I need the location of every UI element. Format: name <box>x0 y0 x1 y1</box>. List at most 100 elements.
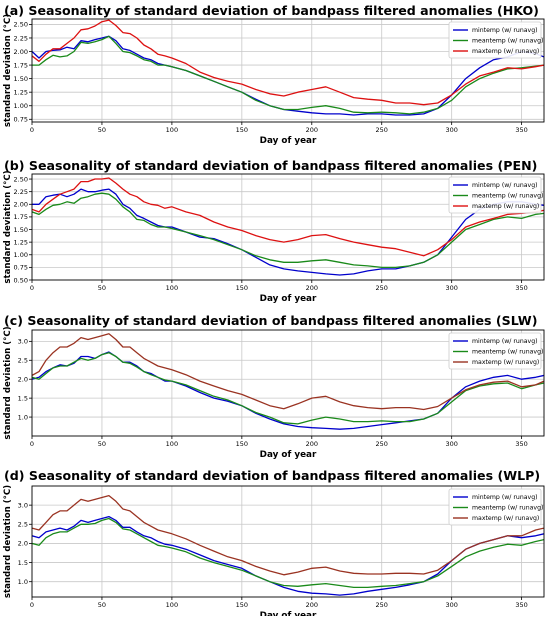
series-line-1 <box>32 35 544 115</box>
x-tick-label: 350 <box>515 126 527 134</box>
chart-panel-0: (a) Seasonality of standard deviation of… <box>3 3 545 146</box>
legend-label: mintemp (w/ runavg) <box>472 494 538 501</box>
x-tick-label: 100 <box>166 126 178 134</box>
legend-label: mintemp (w/ runavg) <box>472 27 538 34</box>
legend: mintemp (w/ runavg) meantemp (w/ runavg) m… <box>448 488 543 526</box>
y-tick-label: 1.00 <box>14 251 28 259</box>
y-tick-label: 1.0 <box>18 578 28 586</box>
series-line-1 <box>32 192 544 269</box>
x-tick-label: 350 <box>515 284 527 292</box>
x-tick-label: 0 <box>30 126 34 134</box>
y-tick-label: 2.5 <box>18 357 28 365</box>
series-line-1 <box>32 352 544 425</box>
x-axis-label: Day of year <box>260 294 317 304</box>
x-tick-label: 300 <box>445 601 457 609</box>
y-tick-label: 2.00 <box>14 201 28 209</box>
series-group <box>32 494 544 596</box>
legend: mintemp (w/ runavg) meantemp (w/ runavg) m… <box>448 176 543 214</box>
x-tick-label: 100 <box>166 284 178 292</box>
x-tick-label: 250 <box>376 126 388 134</box>
plot-frame <box>31 485 545 598</box>
y-axis-label: standard deviation (°C) <box>3 170 13 283</box>
legend-label: mintemp (w/ runavg) <box>472 338 538 345</box>
legend: mintemp (w/ runavg) meantemp (w/ runavg) m… <box>448 21 543 59</box>
series-line-2 <box>32 177 544 257</box>
y-tick-label: 0.75 <box>14 264 28 272</box>
x-tick-label: 250 <box>376 601 388 609</box>
y-tick-label: 1.0 <box>18 413 28 421</box>
plot-frame <box>31 329 545 437</box>
series-group <box>32 19 544 116</box>
x-tick-label: 50 <box>98 126 106 134</box>
x-tick-label: 200 <box>306 284 318 292</box>
y-tick-label: 2.5 <box>18 521 28 529</box>
legend-label: meantemp (w/ runavg) <box>472 505 543 512</box>
y-tick-label: 1.25 <box>14 88 28 96</box>
y-tick-label: 3.0 <box>18 338 28 346</box>
x-tick-label: 150 <box>236 126 248 134</box>
chart-title: (d) Seasonality of standard deviation of… <box>4 468 540 483</box>
y-tick-label: 2.50 <box>14 175 28 183</box>
plot-frame <box>31 18 545 123</box>
x-tick-label: 300 <box>445 126 457 134</box>
legend-box <box>448 332 542 370</box>
chart-title: (c) Seasonality of standard deviation of… <box>4 313 537 328</box>
y-axis-label: standard deviation (°C) <box>3 14 13 127</box>
legend-label: maxtemp (w/ runavg) <box>472 359 539 366</box>
legend-label: maxtemp (w/ runavg) <box>472 515 539 522</box>
x-axis-label: Day of year <box>260 136 317 146</box>
y-tick-label: 0.75 <box>14 116 28 124</box>
series-group <box>32 333 544 430</box>
legend-label: meantemp (w/ runavg) <box>472 193 543 200</box>
y-axis-label: standard deviation (°C) <box>3 485 13 598</box>
chart-panel-1: (b) Seasonality of standard deviation of… <box>3 158 545 304</box>
y-tick-label: 3.0 <box>18 501 28 509</box>
x-tick-label: 350 <box>515 601 527 609</box>
y-tick-label: 2.00 <box>14 48 28 56</box>
plot-frame <box>31 173 545 281</box>
chart-panel-2: (c) Seasonality of standard deviation of… <box>3 313 545 460</box>
x-axis-label: Day of year <box>260 611 317 616</box>
x-tick-label: 50 <box>98 440 106 448</box>
x-tick-label: 150 <box>236 440 248 448</box>
x-tick-label: 0 <box>30 440 34 448</box>
x-tick-label: 200 <box>306 601 318 609</box>
chart-title: (a) Seasonality of standard deviation of… <box>4 3 539 18</box>
x-tick-label: 300 <box>445 440 457 448</box>
series-group <box>32 177 544 276</box>
x-tick-label: 100 <box>166 440 178 448</box>
series-line-0 <box>32 515 544 596</box>
x-tick-label: 250 <box>376 284 388 292</box>
y-tick-label: 2.0 <box>18 540 28 548</box>
legend-label: maxtemp (w/ runavg) <box>472 203 539 210</box>
series-line-2 <box>32 494 544 576</box>
x-tick-label: 300 <box>445 284 457 292</box>
chart-panel-3: (d) Seasonality of standard deviation of… <box>3 468 545 620</box>
x-tick-label: 50 <box>98 284 106 292</box>
y-tick-label: 2.0 <box>18 376 28 384</box>
series-line-1 <box>32 517 544 589</box>
series-line-2 <box>32 19 544 106</box>
legend-box <box>448 488 542 526</box>
y-axis-label: standard deviation (°C) <box>3 326 13 439</box>
x-axis-label: Day of year <box>260 450 317 460</box>
x-tick-label: 150 <box>236 601 248 609</box>
legend: mintemp (w/ runavg) meantemp (w/ runavg) m… <box>448 332 543 370</box>
legend-box <box>448 176 542 214</box>
series-line-2 <box>32 333 544 411</box>
x-tick-label: 0 <box>30 601 34 609</box>
y-tick-label: 2.25 <box>14 188 28 196</box>
legend-label: mintemp (w/ runavg) <box>472 182 538 189</box>
y-tick-label: 1.00 <box>14 102 28 110</box>
x-tick-label: 200 <box>306 440 318 448</box>
x-tick-label: 200 <box>306 126 318 134</box>
y-tick-label: 1.50 <box>14 75 28 83</box>
x-tick-label: 50 <box>98 601 106 609</box>
y-tick-label: 1.5 <box>18 559 28 567</box>
x-tick-label: 250 <box>376 440 388 448</box>
x-tick-label: 350 <box>515 440 527 448</box>
chart-title: (b) Seasonality of standard deviation of… <box>4 158 537 173</box>
legend-label: meantemp (w/ runavg) <box>472 38 543 45</box>
